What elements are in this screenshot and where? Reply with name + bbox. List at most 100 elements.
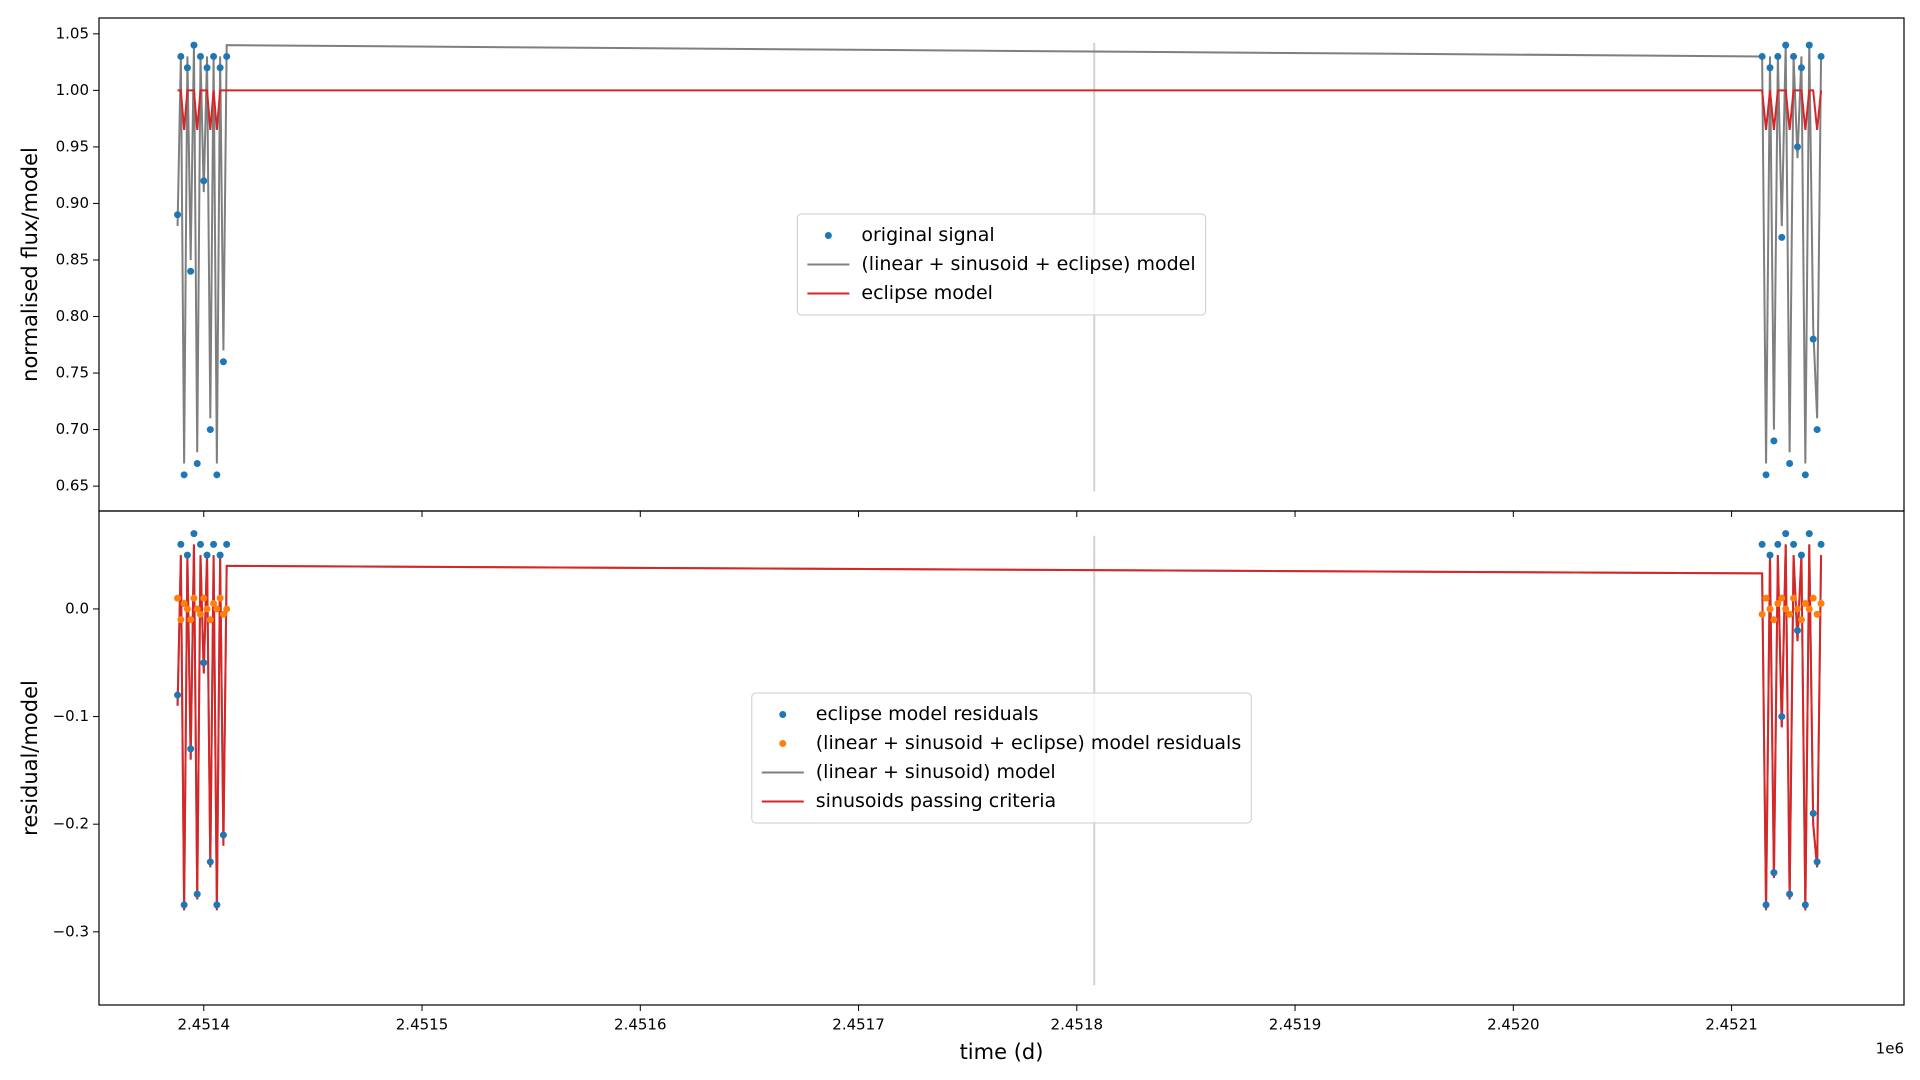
legend-label: eclipse model (861, 282, 993, 304)
data-point (1782, 605, 1790, 613)
data-point (177, 52, 185, 60)
y-tick-label: 0.85 (56, 250, 89, 268)
data-point (1770, 616, 1778, 624)
data-point (1770, 437, 1778, 445)
data-point (1813, 858, 1821, 866)
data-point (1786, 890, 1794, 898)
data-point (210, 600, 218, 608)
legend-label: (linear + sinusoid) model (816, 761, 1056, 783)
data-point (180, 600, 188, 608)
data-point (174, 211, 182, 219)
data-point (206, 858, 214, 866)
data-point (187, 267, 195, 275)
y-tick-label: 1.00 (56, 81, 89, 99)
legend-key (779, 740, 787, 747)
data-point (1774, 600, 1782, 608)
data-point (1809, 594, 1817, 602)
data-point (193, 890, 201, 898)
data-point (183, 551, 191, 559)
data-point (206, 616, 214, 624)
data-point (177, 616, 185, 624)
data-point (1766, 605, 1774, 613)
data-point (1774, 540, 1782, 548)
data-point (187, 745, 195, 753)
data-point (1793, 143, 1801, 151)
data-point (1758, 540, 1766, 548)
data-point (183, 605, 191, 613)
legend-label: (linear + sinusoid + eclipse) model (861, 253, 1195, 275)
data-point (1793, 605, 1801, 613)
data-point (210, 540, 218, 548)
y-tick-label: −0.3 (53, 922, 89, 940)
data-point (1809, 335, 1817, 343)
data-point (1786, 460, 1794, 468)
legend-label: (linear + sinusoid + eclipse) model resi… (816, 732, 1241, 754)
data-point (174, 691, 182, 699)
series-line (176, 44, 1823, 464)
data-point (1801, 901, 1809, 909)
data-point (203, 551, 211, 559)
data-point (190, 594, 198, 602)
data-point (1762, 901, 1770, 909)
x-tick-label: 2.4516 (614, 1016, 667, 1034)
data-point (200, 594, 208, 602)
legend-label: eclipse model residuals (816, 703, 1039, 725)
data-point (1817, 600, 1825, 608)
data-point (1778, 233, 1786, 241)
data-point (1809, 809, 1817, 817)
data-point (200, 177, 208, 185)
y-tick-label: 0.70 (56, 420, 89, 438)
data-point (196, 540, 204, 548)
data-point (1762, 471, 1770, 479)
data-point (1813, 610, 1821, 618)
x-tick-label: 2.4519 (1269, 1016, 1322, 1034)
x-tick-label: 2.4520 (1487, 1016, 1540, 1034)
y-tick-label: 0.0 (65, 599, 89, 617)
y-tick-label: −0.1 (53, 707, 89, 725)
data-point (196, 610, 204, 618)
data-point (180, 471, 188, 479)
x-tick-label: 2.4514 (178, 1016, 231, 1034)
data-point (1817, 540, 1825, 548)
data-point (1766, 64, 1774, 72)
data-point (1766, 551, 1774, 559)
data-point (1790, 594, 1798, 602)
y-tick-label: −0.2 (53, 815, 89, 833)
y-tick-label: 0.90 (56, 194, 89, 212)
data-point (219, 610, 227, 618)
data-point (216, 551, 224, 559)
legend-key (824, 232, 832, 239)
data-point (200, 659, 208, 667)
data-point (213, 605, 221, 613)
data-point (203, 64, 211, 72)
data-point (187, 616, 195, 624)
data-point (213, 901, 221, 909)
data-point (1758, 52, 1766, 60)
data-point (1758, 610, 1766, 618)
legend-label: original signal (861, 224, 994, 246)
data-point (223, 52, 231, 60)
data-point (1774, 52, 1782, 60)
data-point (1817, 52, 1825, 60)
x-tick-label: 2.4518 (1051, 1016, 1104, 1034)
data-point (180, 901, 188, 909)
data-point (223, 540, 231, 548)
y-tick-label: 0.80 (56, 307, 89, 325)
data-point (219, 831, 227, 839)
y-tick-label: 0.95 (56, 137, 89, 155)
data-point (193, 460, 201, 468)
data-point (213, 471, 221, 479)
y-axis-label: normalised flux/model (18, 147, 42, 382)
data-point (203, 605, 211, 613)
data-point (174, 594, 182, 602)
data-point (1797, 64, 1805, 72)
x-tick-label: 2.4515 (396, 1016, 449, 1034)
x-axis-label: time (d) (960, 1040, 1044, 1064)
data-point (1805, 605, 1813, 613)
data-point (193, 605, 201, 613)
series-line (176, 544, 1823, 911)
legend-label: sinusoids passing criteria (816, 790, 1056, 812)
data-point (216, 64, 224, 72)
y-tick-label: 0.65 (56, 477, 89, 495)
